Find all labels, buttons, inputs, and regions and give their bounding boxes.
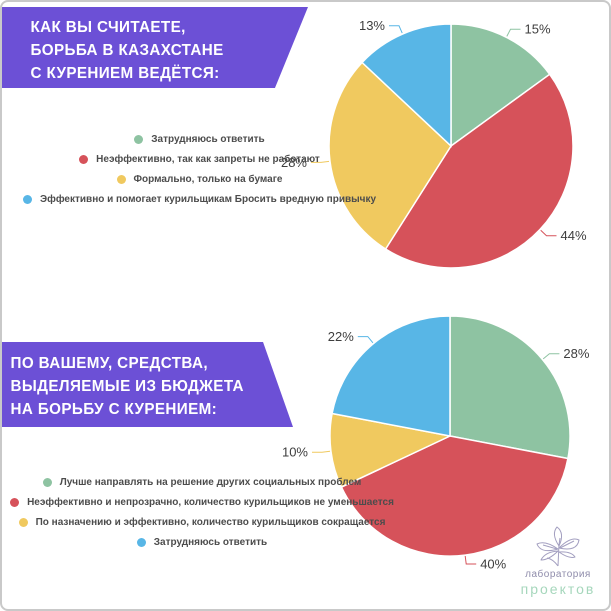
logo-laboratoria-proektov: лаборатория проектов [506, 526, 609, 597]
legend-color-dot [79, 154, 89, 164]
pie-slice [331, 315, 451, 437]
logo-text-laboratoria: лаборатория [525, 569, 591, 580]
logo-text-proektov: проектов [520, 581, 596, 597]
legend-color-dot [18, 517, 28, 527]
pie-slice [361, 23, 452, 148]
legend-chart-1: Затрудняюсь ответить Неэффективно, так ка… [2, 129, 397, 209]
pie-percent-label: 10% [282, 445, 308, 460]
pie-label-leader-line [389, 25, 403, 34]
pie-label-leader-line [542, 353, 560, 360]
question-2-line-1: ПО ВАШЕМУ, СРЕДСТВА, [10, 355, 208, 372]
pie-percent-label: 40% [480, 556, 506, 571]
pie-percent-label: 15% [525, 22, 551, 37]
legend-item-label: Лучше направлять на решение других социа… [59, 476, 362, 488]
pie-chart-budget-funds: 28% 40% 10% 22% [282, 315, 590, 571]
legend-item: Затрудняюсь ответить [2, 532, 402, 552]
pie-label-leader-line [312, 450, 331, 453]
legend-item: Формально, только на бумаге [2, 169, 397, 189]
pie-slice [340, 435, 569, 557]
legend-color-dot [10, 497, 20, 507]
pie-percent-label: 28% [281, 155, 307, 170]
legend-item-label: Затрудняюсь ответить [153, 536, 268, 548]
pie-slice [384, 73, 574, 269]
question-2-line-2: ВЫДЕЛЯЕМЫЕ ИЗ БЮДЖЕТА [10, 378, 244, 395]
pie-label-leader-line [357, 336, 374, 344]
question-2-text: ПО ВАШЕМУ, СРЕДСТВА, ВЫДЕЛЯЕМЫЕ ИЗ БЮДЖЕ… [2, 342, 278, 421]
pie-slice [449, 315, 571, 460]
legend-item-label: Формально, только на бумаге [133, 173, 283, 185]
legend-item: Эффективно и помогает курильщикам Бросит… [2, 189, 397, 209]
question-1-line-3: С КУРЕНИЕМ ВЕДЁТСЯ: [30, 65, 220, 82]
pie-label-leader-line [311, 160, 330, 163]
question-banner-2: ПО ВАШЕМУ, СРЕДСТВА, ВЫДЕЛЯЕМЫЕ ИЗ БЮДЖЕ… [2, 342, 293, 427]
question-banner-1: КАК ВЫ СЧИТАЕТЕ, БОРЬБА В КАЗАХСТАНЕ С К… [2, 7, 308, 88]
legend-item-label: Неэффективно и непрозрачно, количество к… [27, 496, 394, 508]
legend-color-dot [42, 477, 52, 487]
pie-label-leader-line [540, 229, 557, 237]
legend-item: Неэффективно, так как запреты не работаю… [2, 149, 397, 169]
pie-percent-label: 28% [563, 346, 589, 361]
legend-color-dot [116, 174, 126, 184]
pie-label-leader-line [506, 28, 521, 37]
question-1-text: КАК ВЫ СЧИТАЕТЕ, БОРЬБА В КАЗАХСТАНЕ С К… [2, 7, 293, 85]
legend-item: Лучше направлять на решение других социа… [2, 472, 402, 492]
pie-label-leader-line [464, 555, 477, 565]
legend-color-dot [134, 134, 144, 144]
pie-slice [329, 412, 453, 489]
plant-sketch-icon [536, 526, 580, 567]
pie-chart-smoking-fight: 15% 44% 28% 13% [281, 18, 587, 269]
legend-item-label: Затрудняюсь ответить [151, 133, 265, 145]
legend-item: Затрудняюсь ответить [2, 129, 397, 149]
question-1-line-1: КАК ВЫ СЧИТАЕТЕ, [30, 19, 186, 36]
legend-color-dot [136, 537, 146, 547]
legend-color-dot [22, 194, 32, 204]
legend-item-label: Эффективно и помогает курильщикам Бросит… [39, 193, 377, 205]
legend-chart-2: Лучше направлять на решение других социа… [2, 472, 402, 552]
legend-item: По назначению и эффективно, количество к… [2, 512, 402, 532]
question-1-line-2: БОРЬБА В КАЗАХСТАНЕ [30, 42, 224, 59]
pie-percent-label: 13% [359, 18, 385, 33]
pie-percent-label: 44% [561, 228, 587, 243]
legend-item: Неэффективно и непрозрачно, количество к… [2, 492, 402, 512]
legend-item-label: Неэффективно, так как запреты не работаю… [96, 153, 320, 165]
pie-slice [328, 61, 452, 251]
legend-item-label: По назначению и эффективно, количество к… [35, 516, 386, 528]
question-2-line-3: НА БОРЬБУ С КУРЕНИЕМ: [10, 401, 218, 418]
pie-percent-label: 22% [328, 329, 354, 344]
pie-slice [450, 23, 551, 148]
